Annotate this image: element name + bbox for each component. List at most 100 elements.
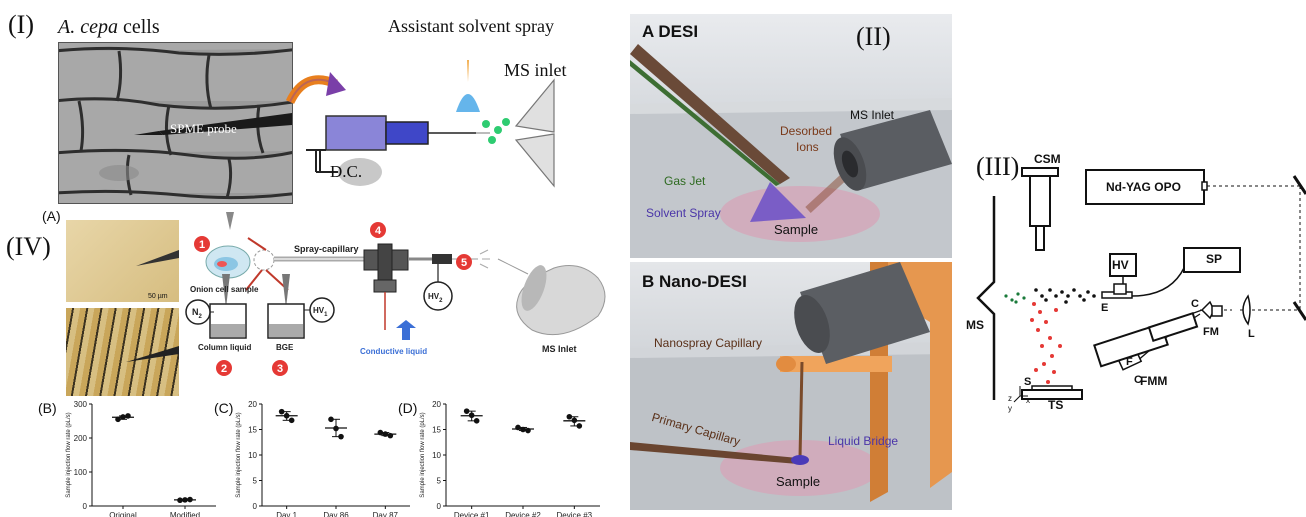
y-tick-label: 20	[432, 400, 441, 409]
hv1-label: HV1	[313, 306, 328, 318]
section-iii-label: (III)	[976, 152, 1020, 181]
data-point	[115, 416, 121, 423]
data-point	[515, 424, 521, 431]
data-point	[525, 427, 531, 434]
y-tick-label: 0	[253, 502, 258, 511]
e-label: E	[1101, 302, 1109, 314]
transfer-arrowhead	[326, 72, 346, 96]
chart-c: Sample injection flow rate (pL/s) 0 5 10 15 2…	[236, 400, 410, 517]
x-tick-label: Device #1	[454, 511, 490, 517]
x-tick-label: Day 1	[276, 511, 297, 517]
y-tick-label: 10	[432, 451, 441, 460]
n2-main: N	[192, 307, 199, 317]
data-point	[288, 417, 295, 424]
dc-label: D.C.	[330, 162, 363, 181]
section-iv-label: (IV)	[6, 232, 51, 261]
nano-desi-title: B Nano-DESI	[642, 272, 747, 291]
y-axis-label: Sample injection flow rate (pL/s)	[420, 412, 426, 497]
spme-probe-label: SPME probe	[170, 121, 237, 136]
ms-inlet-label-iv: MS Inlet	[542, 344, 577, 354]
data-point	[468, 412, 475, 419]
panel-c-label: (C)	[214, 400, 234, 416]
c-label-top: C	[1191, 298, 1199, 310]
data-point	[338, 433, 344, 440]
assist-spray-needle	[467, 60, 469, 82]
species-name: A. cepa	[58, 16, 118, 38]
onion-tissue-photo	[66, 308, 179, 396]
data-point	[283, 412, 290, 419]
axis-x-label: x	[1026, 396, 1030, 405]
assist-spray-label: Assistant solvent spray	[388, 16, 554, 36]
dc-supply	[338, 158, 382, 186]
desi-ms-inlet-label: MS Inlet	[850, 108, 895, 122]
data-point	[576, 423, 583, 429]
desi-title: A DESI	[642, 22, 699, 41]
n2-label: N2	[192, 307, 203, 320]
fm-label: FM	[1203, 326, 1219, 338]
nano-desi-sample-label: Sample	[776, 474, 821, 489]
y-tick-label: 0	[83, 502, 88, 511]
hv2-label: HV2	[428, 292, 443, 304]
hv1-main: HV	[313, 306, 325, 315]
x-tick-label: Day 87	[373, 511, 399, 517]
spray-capillary-setup: 1 2 3 4 5 Spray-capillary Onion cell sam…	[185, 212, 606, 376]
panel-b-label: (B)	[38, 400, 57, 416]
step-3: 3	[277, 363, 283, 375]
ms-inlet-cone-top	[514, 78, 555, 133]
column-liquid-label: Column liquid	[198, 343, 251, 352]
data-point	[328, 416, 334, 423]
step-markers	[194, 222, 472, 376]
hv2-main: HV	[428, 292, 440, 301]
y-tick-label: 15	[248, 426, 257, 435]
x-tick-label: Original	[109, 511, 137, 517]
data-point	[520, 426, 526, 433]
desi-sample-label: Sample	[774, 222, 819, 237]
panel-d-label: (D)	[398, 400, 418, 416]
x-tick-label: Device #3	[557, 511, 593, 517]
data-point	[463, 408, 470, 414]
step-2: 2	[221, 363, 227, 375]
x-tick-label: Device #2	[505, 511, 541, 517]
y-axis-label: Sample injection flow rate (pL/s)	[236, 412, 242, 497]
y-tick-label: 300	[74, 400, 88, 409]
data-point	[382, 431, 389, 437]
y-tick-label: 0	[437, 502, 442, 511]
data-point	[377, 429, 384, 436]
section-i-label: (I)	[8, 10, 34, 39]
f-label: F	[1126, 356, 1133, 368]
y-tick-label: 100	[74, 468, 88, 477]
laser-box	[1085, 169, 1205, 205]
fmm-label: FMM	[1140, 374, 1168, 388]
onion-cell-sample-label: Onion cell sample	[190, 285, 259, 294]
liquid-bridge-label: Liquid Bridge	[828, 434, 899, 448]
ts-label: TS	[1048, 398, 1064, 412]
data-point	[120, 414, 126, 420]
data-point	[387, 432, 394, 439]
x-tick-label: Day 86	[323, 511, 349, 517]
ions-label: Ions	[796, 140, 819, 154]
assist-spray-plume	[456, 94, 480, 112]
spme-ms-setup	[285, 60, 555, 188]
solvent-spray-label: Solvent Spray	[646, 206, 721, 220]
step-1: 1	[199, 239, 205, 251]
ms-label-iii: MS	[966, 318, 984, 332]
chart-b: Sample injection flow rate (pL/s) 0 100 200…	[66, 400, 216, 517]
gas-jet-label: Gas Jet	[664, 174, 706, 188]
axis-y-label: y	[1008, 404, 1012, 413]
scale-bar-label: 50 µm	[148, 293, 168, 300]
hv2-sub: 2	[439, 298, 443, 304]
data-point	[125, 413, 131, 419]
y-axis-label: Sample injection flow rate (pL/s)	[66, 412, 72, 497]
cells-caption: A. cepa cells	[58, 16, 160, 39]
y-tick-label: 15	[432, 426, 441, 435]
s-label: S	[1024, 376, 1032, 388]
syringe-tip	[385, 121, 429, 145]
data-point	[566, 413, 573, 420]
y-tick-label: 5	[253, 477, 258, 486]
y-tick-label: 20	[248, 400, 257, 409]
data-point	[473, 418, 480, 424]
data-point	[177, 497, 183, 504]
step-5: 5	[461, 257, 467, 269]
syringe-body	[325, 115, 387, 151]
l-label: L	[1248, 328, 1255, 340]
